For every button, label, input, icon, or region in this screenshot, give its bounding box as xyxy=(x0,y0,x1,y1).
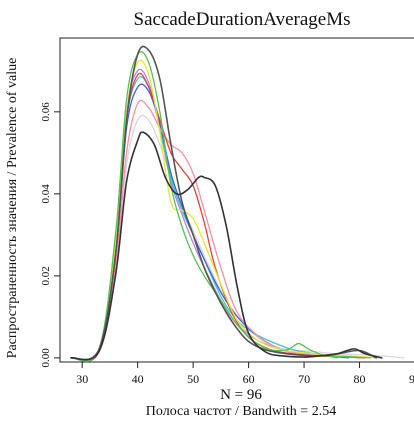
density-curve-4 xyxy=(70,59,383,362)
x-tick-label: 60 xyxy=(243,372,255,386)
density-curve-6 xyxy=(70,99,361,361)
y-tick-label: 0.02 xyxy=(40,266,52,285)
plot-frame xyxy=(59,37,414,363)
x-axis-label-bandwidth: Полоса частот / Bandwith = 2.54 xyxy=(146,404,336,419)
y-tick-label: 0.06 xyxy=(40,102,52,122)
y-axis: 0.00 0.02 0.04 0.06 xyxy=(40,102,61,368)
density-curve-7 xyxy=(70,83,350,362)
x-tick-label: 70 xyxy=(298,372,310,386)
y-tick-label: 0.04 xyxy=(40,184,52,204)
y-axis-label: Распространенность значения / Prevalence… xyxy=(5,58,20,359)
y-tick-label: 0.00 xyxy=(40,348,52,368)
density-curve-3 xyxy=(70,51,372,362)
x-axis: 30 40 50 60 70 80 90 xyxy=(76,361,414,386)
x-tick-label: 80 xyxy=(354,372,366,386)
x-tick-label: 40 xyxy=(132,372,144,386)
x-axis-label-n: N = 96 xyxy=(220,387,262,403)
x-tick-label: 30 xyxy=(76,372,88,386)
density-curves xyxy=(70,45,405,362)
density-curve-8 xyxy=(70,76,338,362)
x-tick-label: 90 xyxy=(409,372,414,386)
density-curve-9 xyxy=(70,68,361,362)
x-tick-label: 50 xyxy=(187,372,199,386)
chart-title: SaccadeDurationAverageMs xyxy=(134,9,351,30)
density-curve-5 xyxy=(70,72,366,362)
density-curve-2 xyxy=(70,45,377,361)
density-curve-1 xyxy=(70,131,383,361)
